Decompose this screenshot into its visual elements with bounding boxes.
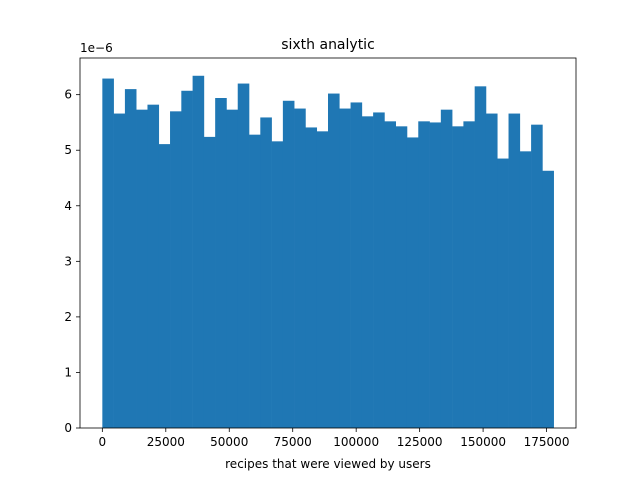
histogram-bar xyxy=(226,109,239,429)
histogram-bar xyxy=(339,108,351,429)
histogram-bar xyxy=(406,137,419,428)
x-tick-label: 0 xyxy=(99,435,107,449)
histogram-bar xyxy=(485,113,498,429)
histogram-bar xyxy=(102,78,114,429)
histogram-bar xyxy=(237,83,250,429)
histogram-bar xyxy=(542,170,554,428)
histogram-bar xyxy=(463,121,475,428)
histogram-bar xyxy=(350,102,363,428)
histogram-bar xyxy=(271,141,284,429)
y-tick-label: 2 xyxy=(64,310,72,324)
x-tick-label: 50000 xyxy=(210,435,248,449)
histogram-bar xyxy=(260,117,272,428)
x-tick-label: 75000 xyxy=(274,435,312,449)
histogram-bar xyxy=(373,112,385,428)
histogram-bar xyxy=(215,98,227,428)
histogram-bar xyxy=(158,144,171,428)
y-tick-label: 0 xyxy=(64,421,72,435)
histogram-bar xyxy=(170,111,182,428)
x-axis-label: recipes that were viewed by users xyxy=(225,457,431,471)
histogram-bar xyxy=(440,109,453,429)
histogram-bar xyxy=(147,104,160,429)
histogram-bar xyxy=(531,124,543,429)
histogram-bar xyxy=(113,113,126,429)
y-tick-label: 3 xyxy=(64,254,72,268)
x-axis-ticks: 0 25000 50000 75000 100000 125000 150000 175000 xyxy=(99,428,570,449)
y-tick-label: 6 xyxy=(64,88,72,102)
histogram-bar xyxy=(452,126,464,428)
histogram-bar xyxy=(192,75,205,429)
histogram-bar xyxy=(203,136,216,428)
x-tick-label: 125000 xyxy=(397,435,443,449)
histogram-bar xyxy=(508,113,521,429)
y-tick-label: 1 xyxy=(64,365,72,379)
histogram-bar xyxy=(497,158,509,429)
histogram-bar xyxy=(395,126,408,428)
y-tick-label: 4 xyxy=(64,199,72,213)
x-tick-label: 175000 xyxy=(524,435,570,449)
histogram-bar xyxy=(519,151,532,429)
histogram-bar xyxy=(181,90,193,429)
y-axis-offset-label: 1e−6 xyxy=(80,41,113,55)
histogram-bar xyxy=(124,89,137,428)
histogram-bars xyxy=(102,75,554,429)
histogram-bar xyxy=(418,121,430,428)
histogram-bar xyxy=(282,100,295,429)
x-tick-label: 150000 xyxy=(460,435,506,449)
histogram-bar xyxy=(316,131,329,429)
histogram-bar xyxy=(384,121,396,428)
x-tick-label: 25000 xyxy=(147,435,185,449)
histogram-bar xyxy=(429,122,442,428)
histogram-bar xyxy=(136,109,148,429)
y-tick-label: 5 xyxy=(64,143,72,157)
axes-frame xyxy=(79,57,577,429)
histogram-bar xyxy=(305,127,318,428)
histogram-bar xyxy=(249,134,261,428)
histogram-bar xyxy=(361,116,374,428)
histogram-bar xyxy=(328,93,340,429)
histogram-bar xyxy=(474,86,487,428)
y-axis-ticks: 0 1 2 3 4 5 6 xyxy=(64,88,80,435)
x-tick-label: 100000 xyxy=(333,435,379,449)
histogram-bar xyxy=(294,108,306,429)
chart-title: sixth analytic xyxy=(281,37,375,53)
